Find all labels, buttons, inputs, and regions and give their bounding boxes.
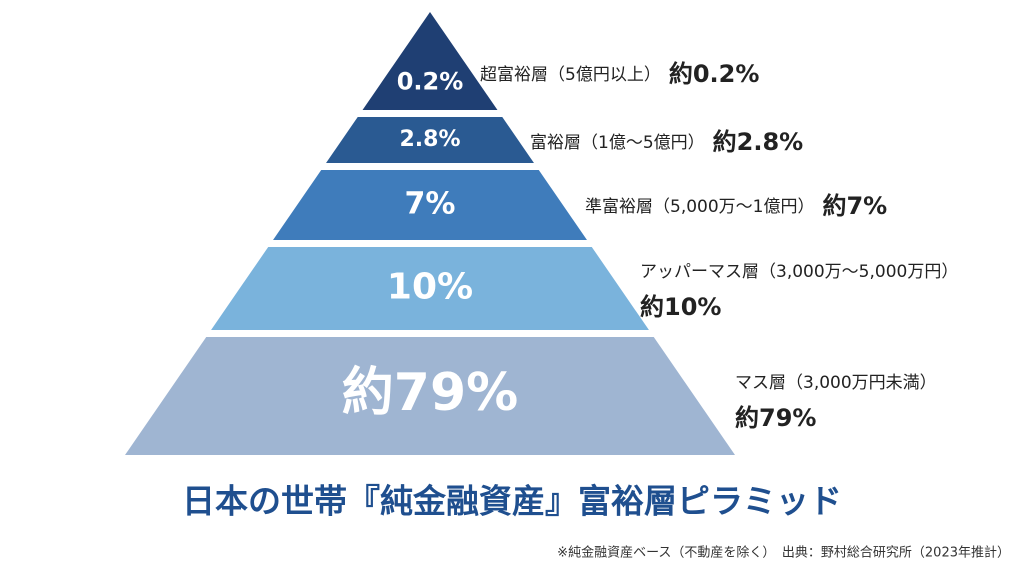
layer-value: 約2.8% [713,128,804,156]
pyramid-layer [125,337,735,455]
layer-name: 超富裕層（5億円以上） [480,65,661,85]
layer-value: 約7% [822,192,887,220]
pyramid-layer [273,170,587,240]
layer-percent: 0.2% [397,68,464,96]
pyramid-layer [362,12,498,110]
layer-percent: 10% [387,267,473,308]
layer-value: 約10% [640,293,721,321]
layer-name: アッパーマス層（3,000万〜5,000万円） [640,262,958,282]
layer-value: 約0.2% [669,60,760,88]
layer-value: 約79% [735,404,816,432]
pyramid-layer [326,117,534,163]
layer-name: マス層（3,000万円未満） [735,373,937,393]
layer-percent: 7% [405,187,456,222]
title: 日本の世帯『純金融資産』富裕層ピラミッド [182,482,842,521]
layer-percent: 約79% [342,363,518,423]
layer-percent: 2.8% [399,127,460,152]
layer-name: 準富裕層（5,000万〜1億円） [585,197,814,217]
footnote: ※純金融資産ベース（不動産を除く） 出典：野村総合研究所（2023年推計） [557,545,1010,561]
pyramid-layer [211,247,649,330]
layer-name: 富裕層（1億〜5億円） [530,133,705,153]
